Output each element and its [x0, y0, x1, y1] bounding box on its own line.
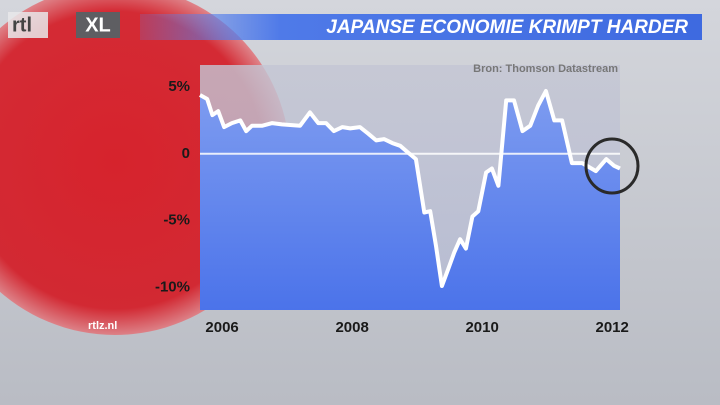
logo-xl-box	[76, 12, 120, 38]
y-tick-label: 5%	[168, 78, 190, 95]
source: Bron: Thomson Datastream	[473, 63, 618, 75]
x-tick-label: 2008	[335, 319, 368, 336]
title-bar	[140, 14, 702, 40]
logo-rtl: rtl	[12, 14, 32, 36]
x-tick-label: 2010	[465, 319, 498, 336]
line	[199, 89, 621, 288]
website: rtlz.nl	[88, 320, 117, 332]
area	[200, 91, 620, 310]
logo-xl: XL	[85, 14, 111, 36]
chart-title: JAPANSE ECONOMIE KRIMPT HARDER	[326, 17, 688, 38]
x-tick-label: 2012	[596, 319, 629, 336]
logo-box	[8, 12, 48, 38]
y-tick-label: -5%	[163, 212, 190, 229]
highlight-circle	[584, 137, 640, 195]
y-tick-label: -10%	[155, 278, 190, 295]
x-tick-label: 2006	[205, 319, 238, 336]
y-tick-label: 0	[182, 145, 190, 162]
